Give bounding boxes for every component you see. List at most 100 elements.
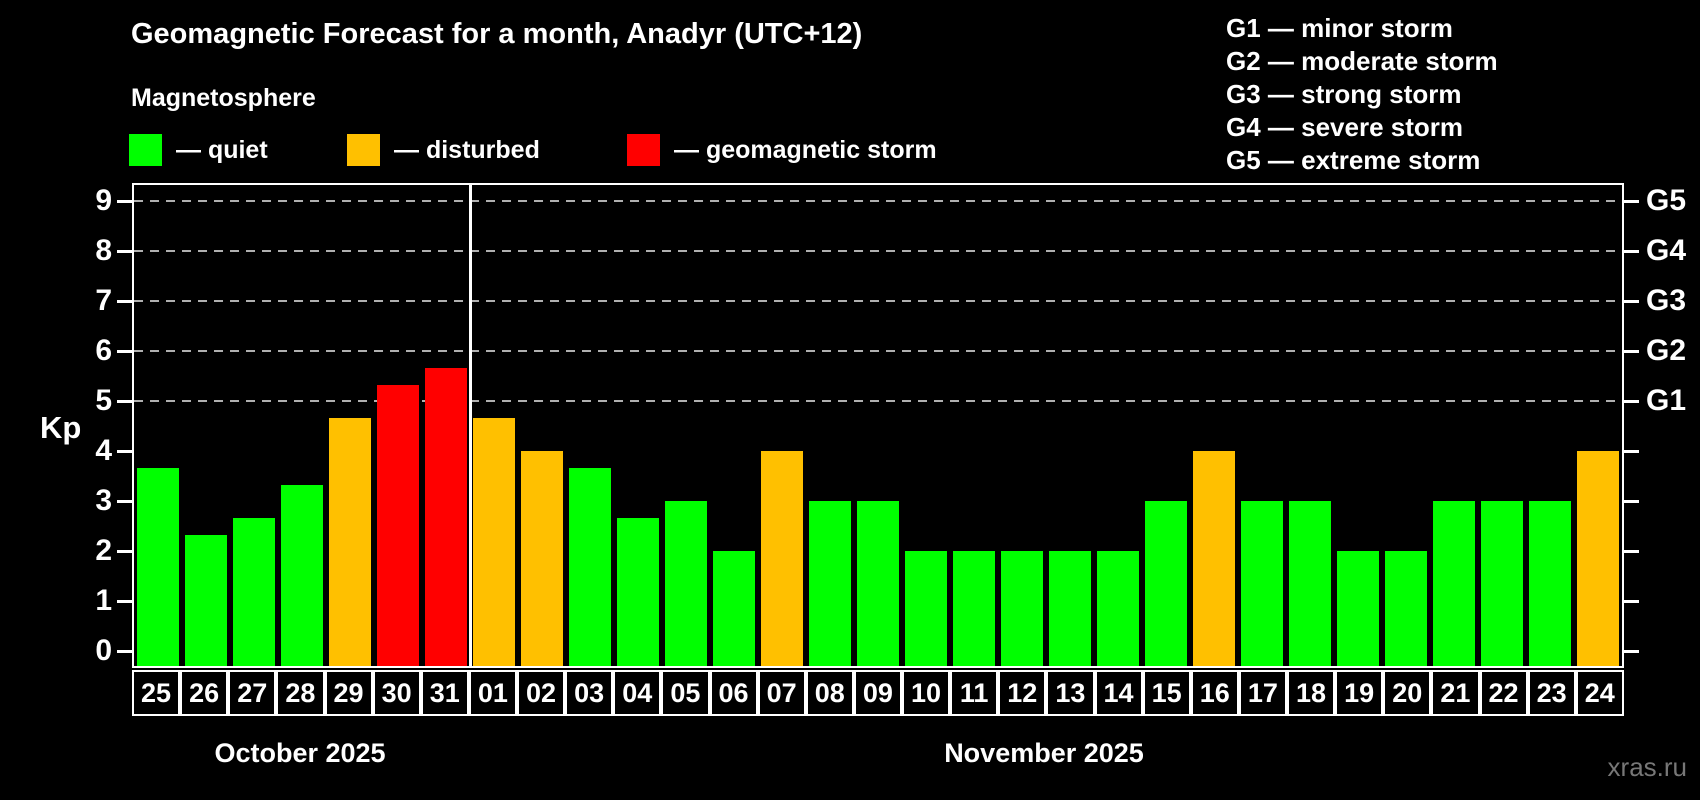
gridline [134, 200, 1622, 202]
right-axis-tick [1624, 399, 1639, 403]
y-axis-tick [117, 549, 132, 553]
g-scale-legend: G1 — minor storm G2 — moderate storm G3 — … [1226, 12, 1498, 177]
g-axis-label: G1 [1646, 384, 1687, 417]
y-axis-tick-label: 6 [95, 334, 112, 367]
day-label-cell: 23 [1527, 670, 1576, 716]
day-label-cell: 21 [1431, 670, 1480, 716]
legend-item-storm: — geomagnetic storm [627, 131, 937, 169]
kp-bar [1193, 451, 1235, 666]
day-label-cell: 27 [228, 670, 277, 716]
g-legend-line: G5 — extreme storm [1226, 145, 1481, 175]
day-label-cell: 01 [468, 670, 517, 716]
right-axis-tick [1624, 449, 1639, 453]
x-axis-day-labels: 25 26 27 28 29 30 31 01 02 03 04 05 06 07 08 09 10 11 12 13… [132, 670, 1624, 716]
day-label-cell: 15 [1142, 670, 1191, 716]
g-axis-label: G3 [1646, 284, 1687, 317]
day-label-cell: 04 [613, 670, 662, 716]
y-axis-tick [117, 249, 132, 253]
kp-bar [617, 517, 659, 666]
y-axis-tick-label: 3 [95, 484, 112, 517]
kp-bar [1241, 501, 1283, 666]
day-label-cell: 25 [132, 670, 181, 716]
y-axis-tick [117, 349, 132, 353]
kp-bar [425, 367, 467, 666]
legend-item-label: — geomagnetic storm [674, 135, 937, 164]
right-axis-tick [1624, 549, 1639, 553]
chart-title: Geomagnetic Forecast for a month, Anadyr… [131, 18, 863, 50]
kp-bar [1097, 551, 1139, 666]
y-axis-tick-label: 9 [95, 184, 112, 217]
day-label-cell: 03 [565, 670, 614, 716]
kp-bar [857, 501, 899, 666]
day-label-cell: 18 [1287, 670, 1336, 716]
right-axis-tick [1624, 349, 1639, 353]
day-label-cell: 30 [372, 670, 421, 716]
kp-bar [1481, 501, 1523, 666]
quiet-swatch-icon [129, 134, 162, 166]
g-legend-line: G3 — strong storm [1226, 79, 1462, 109]
gridline [134, 300, 1622, 302]
kp-bar [473, 417, 515, 666]
y-axis-tick [117, 199, 132, 203]
legend-item-quiet: — quiet [129, 131, 268, 169]
day-label-cell: 19 [1335, 670, 1384, 716]
month-label: November 2025 [944, 738, 1144, 768]
kp-bar [809, 501, 851, 666]
kp-bar [1577, 451, 1619, 666]
disturbed-swatch-icon [347, 134, 380, 166]
day-label-cell: 16 [1190, 670, 1239, 716]
kp-bar [521, 451, 563, 666]
kp-bar [377, 384, 419, 666]
legend-item-label: — quiet [176, 135, 268, 164]
day-label-cell: 22 [1479, 670, 1528, 716]
status-legend: — quiet — disturbed — geomagnetic storm [0, 131, 1100, 169]
day-label-cell: 28 [276, 670, 325, 716]
day-label-cell: 02 [517, 670, 566, 716]
y-axis-tick [117, 449, 132, 453]
day-label-cell: 14 [1094, 670, 1143, 716]
right-axis-tick [1624, 499, 1639, 503]
y-axis-tick-label: 4 [95, 434, 112, 467]
y-axis-tick-label: 1 [95, 584, 112, 617]
kp-bar [1049, 551, 1091, 666]
gridline [134, 250, 1622, 252]
y-axis-tick [117, 399, 132, 403]
day-label-cell: 24 [1575, 670, 1624, 716]
kp-bar [1001, 551, 1043, 666]
kp-bar [1289, 501, 1331, 666]
right-axis-tick [1624, 649, 1639, 653]
kp-bar [1385, 551, 1427, 666]
g-axis-label: G5 [1646, 184, 1687, 217]
gridline [134, 400, 1622, 402]
y-axis-tick-label: 5 [95, 384, 112, 417]
right-axis-tick [1624, 249, 1639, 253]
magnetosphere-label: Magnetosphere [131, 84, 316, 112]
kp-bar [281, 484, 323, 666]
day-label-cell: 07 [757, 670, 806, 716]
day-label-cell: 05 [661, 670, 710, 716]
kp-bar [185, 534, 227, 666]
day-label-cell: 10 [902, 670, 951, 716]
y-axis-tick-label: 7 [95, 284, 112, 317]
day-label-cell: 12 [998, 670, 1047, 716]
gridline [134, 350, 1622, 352]
day-label-cell: 08 [805, 670, 854, 716]
day-label-cell: 06 [709, 670, 758, 716]
kp-bar [1337, 551, 1379, 666]
g-legend-line: G2 — moderate storm [1226, 46, 1498, 76]
kp-bar [761, 451, 803, 666]
y-axis-title: Kp [40, 410, 82, 445]
g-legend-line: G1 — minor storm [1226, 13, 1453, 43]
g-legend-line: G4 — severe storm [1226, 112, 1464, 142]
day-label-cell: 31 [420, 670, 469, 716]
right-axis-tick [1624, 599, 1639, 603]
y-axis-tick [117, 299, 132, 303]
plot-area [132, 183, 1624, 668]
day-label-cell: 26 [180, 670, 229, 716]
day-label-cell: 20 [1383, 670, 1432, 716]
y-axis-tick-label: 2 [95, 534, 112, 567]
kp-bar [953, 551, 995, 666]
y-axis-tick-label: 0 [95, 634, 112, 667]
day-label-cell: 17 [1238, 670, 1287, 716]
